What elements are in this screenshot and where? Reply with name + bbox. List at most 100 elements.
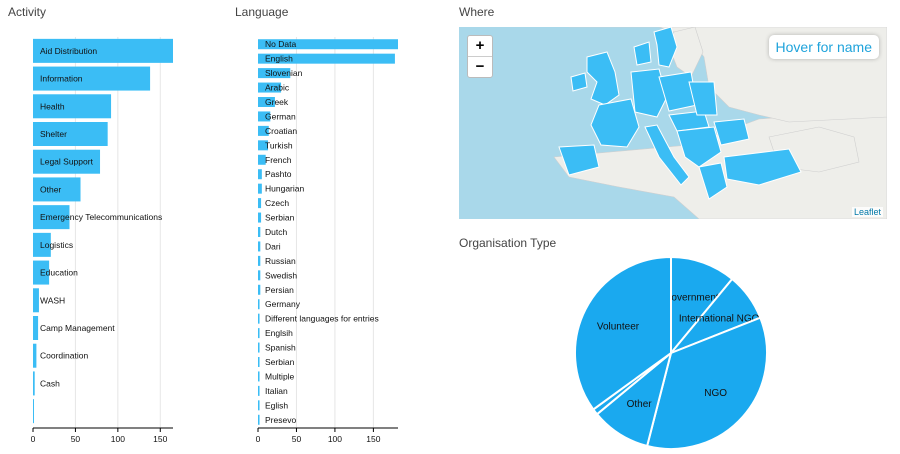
- language-bar: [258, 97, 275, 107]
- language-bar-label: Presevo: [265, 415, 296, 425]
- language-bar-label: No Data: [265, 39, 296, 49]
- activity-x-tick-label: 0: [31, 434, 36, 444]
- language-bar-label: Pashto: [265, 169, 292, 179]
- activity-bar: [33, 205, 70, 230]
- language-bar-label: Englsih: [265, 328, 293, 338]
- map-attribution-link[interactable]: Leaflet: [851, 207, 883, 217]
- language-bar: [258, 198, 262, 209]
- language-bar: [258, 183, 262, 194]
- activity-bar: [33, 316, 39, 340]
- europe-map[interactable]: + − Hover for name Leaflet: [459, 27, 887, 219]
- activity-bar-label: WASH: [40, 295, 65, 305]
- where-title: Where: [459, 5, 495, 19]
- language-bar-label: Czech: [265, 198, 289, 208]
- activity-bar-label: Cash: [40, 378, 60, 388]
- language-bar: [258, 371, 260, 382]
- activity-bar-label: Education: [40, 268, 78, 278]
- language-bar-label: Spanish: [265, 343, 296, 353]
- language-bar-label: Greek: [265, 97, 289, 107]
- pie-slice-label: International NGO: [679, 314, 760, 325]
- language-bar-label: Italian: [265, 386, 288, 396]
- language-bar: [258, 227, 261, 237]
- language-bar-label: Germany: [265, 299, 301, 309]
- language-bar: [258, 385, 260, 396]
- activity-bar: [33, 260, 50, 285]
- language-bar-label: Dari: [265, 241, 281, 251]
- activity-bar: [33, 288, 39, 313]
- language-bar-label: Different languages for entries: [265, 314, 379, 324]
- language-bar-label: Eglish: [265, 400, 288, 410]
- language-bar-label: Turkish: [265, 140, 293, 150]
- activity-bar: [33, 399, 34, 424]
- activity-bar-label: Shelter: [40, 129, 67, 139]
- language-bar: [258, 53, 395, 64]
- activity-bar-label: Legal Support: [40, 157, 94, 167]
- activity-bar: [33, 94, 112, 119]
- pie-slice-label: Government: [664, 292, 719, 303]
- language-bar-label: Russian: [265, 256, 296, 266]
- language-title: Language: [235, 5, 289, 19]
- language-bar-label: Dutch: [265, 227, 287, 237]
- activity-bar: [33, 232, 51, 257]
- language-x-tick-label: 50: [292, 434, 302, 444]
- activity-bar-label: Information: [40, 74, 83, 84]
- zoom-out-button[interactable]: −: [468, 56, 492, 77]
- language-bar-label: English: [265, 54, 293, 64]
- language-bar: [258, 111, 271, 122]
- language-bar: [258, 39, 398, 50]
- pie-slice: [645, 316, 768, 450]
- zoom-control: + −: [467, 35, 493, 78]
- language-bar-label: Arabic: [265, 83, 290, 93]
- language-bar: [258, 241, 261, 252]
- language-bar: [258, 284, 261, 295]
- pie-slice: [670, 255, 734, 356]
- pie-slice-label: NGO: [704, 388, 727, 399]
- activity-title: Activity: [8, 5, 47, 19]
- language-bar: [258, 82, 282, 93]
- activity-bar: [33, 177, 81, 202]
- language-bar: [258, 414, 260, 425]
- activity-bar-label: Emergency Telecommunications: [40, 212, 162, 222]
- activity-bar-label: Health: [40, 101, 65, 111]
- language-bar: [258, 299, 260, 310]
- language-bar-label: French: [265, 155, 292, 165]
- activity-bar: [33, 343, 37, 368]
- language-bar-label: Hungarian: [265, 184, 304, 194]
- language-bar: [258, 400, 260, 411]
- activity-bar: [33, 122, 108, 146]
- activity-bar: [33, 38, 173, 63]
- language-bar-label: German: [265, 111, 296, 121]
- activity-bar: [33, 371, 35, 396]
- activity-bar-label: Camp Management: [40, 323, 115, 333]
- activity-bar-label: Logistics: [40, 240, 73, 250]
- language-bar: [258, 255, 261, 266]
- language-x-tick-label: 100: [328, 434, 342, 444]
- pie-slice-label: Other: [627, 399, 653, 410]
- activity-bar: [33, 66, 151, 91]
- activity-x-tick-label: 50: [71, 434, 81, 444]
- activity-bar-label: Aid Distribution: [40, 46, 97, 56]
- org-type-title: Organisation Type: [459, 236, 557, 250]
- activity-bar: [33, 149, 101, 174]
- language-bar: [258, 212, 262, 223]
- language-bar: [258, 328, 260, 339]
- language-bar: [258, 169, 262, 180]
- language-bar-label: Slovenian: [265, 68, 303, 78]
- zoom-in-button[interactable]: +: [475, 37, 485, 54]
- language-bar-label: Swedish: [265, 270, 297, 280]
- language-bar-label: Multiple: [265, 371, 295, 381]
- language-bar: [258, 342, 260, 353]
- language-bar: [258, 313, 260, 324]
- language-x-tick-label: 0: [256, 434, 261, 444]
- activity-bar-label: Other: [40, 184, 61, 194]
- hover-name-box: Hover for name: [768, 35, 879, 59]
- language-bar: [258, 68, 291, 79]
- language-bar: [258, 270, 261, 281]
- language-bar-label: Serbian: [265, 213, 295, 223]
- language-bar: [258, 125, 269, 136]
- language-bar: [258, 154, 266, 165]
- activity-x-tick-label: 100: [111, 434, 125, 444]
- language-x-tick-label: 150: [366, 434, 380, 444]
- language-bar: [258, 140, 268, 151]
